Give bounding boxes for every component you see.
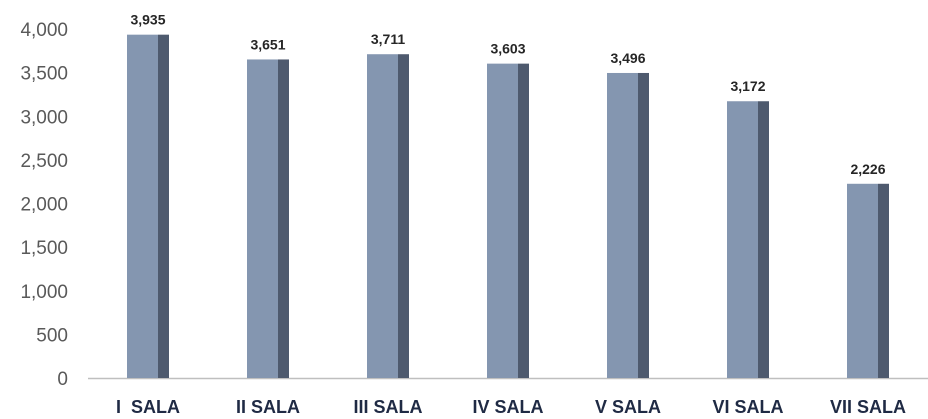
y-tick-label: 1,000 [20, 282, 68, 303]
y-tick-label: 4,000 [20, 20, 68, 41]
x-tick-label: IV SALA [472, 397, 543, 417]
x-tick-label: III SALA [353, 397, 422, 417]
data-label: 3,651 [250, 36, 285, 52]
y-tick-label: 500 [36, 325, 68, 346]
x-tick-label: I SALA [116, 397, 180, 417]
data-label: 3,496 [610, 50, 645, 66]
bar [127, 34, 169, 378]
bar [247, 59, 289, 378]
data-label: 3,172 [730, 78, 765, 94]
bar-face [247, 59, 278, 378]
data-labels: 3,935 3,651 3,711 3,603 3,496 3,172 2,226 [130, 12, 885, 177]
y-tick-label: 2,000 [20, 195, 68, 216]
bar-face [367, 54, 398, 379]
bar-side [518, 63, 529, 379]
bar-face [487, 63, 518, 379]
bar-side [158, 34, 169, 378]
bar [487, 63, 529, 379]
data-label: 3,711 [371, 31, 405, 47]
bar-face [127, 34, 158, 378]
data-label: 3,603 [490, 41, 525, 57]
x-tick-label: VI SALA [712, 397, 783, 417]
x-tick-label: II SALA [236, 397, 300, 417]
bar-face [847, 183, 878, 378]
y-tick-label: 1,500 [20, 238, 68, 259]
x-axis: I SALA II SALA III SALA IV SALA V SALA VI SAL… [116, 397, 906, 417]
bar [847, 183, 889, 378]
y-tick-label: 3,500 [20, 64, 68, 85]
y-tick-label: 2,500 [20, 151, 68, 172]
y-tick-label: 0 [57, 369, 68, 390]
bar-side [398, 54, 409, 379]
bar-series [127, 34, 889, 379]
bar [607, 72, 649, 378]
y-tick-label: 3,000 [20, 107, 68, 128]
data-label: 3,935 [130, 12, 165, 28]
bar-side [878, 183, 889, 378]
x-tick-label: VII SALA [830, 397, 906, 417]
bar-face [607, 72, 638, 378]
data-label: 2,226 [850, 161, 885, 177]
bar-side [758, 101, 769, 379]
bar-side [278, 59, 289, 378]
y-axis: 0 500 1,000 1,500 2,000 2,500 3,000 3,500 4,000 [20, 20, 68, 390]
x-tick-label: V SALA [595, 397, 661, 417]
bar [367, 54, 409, 379]
bar [727, 101, 769, 379]
bar-face [727, 101, 758, 379]
bar-side [638, 72, 649, 378]
